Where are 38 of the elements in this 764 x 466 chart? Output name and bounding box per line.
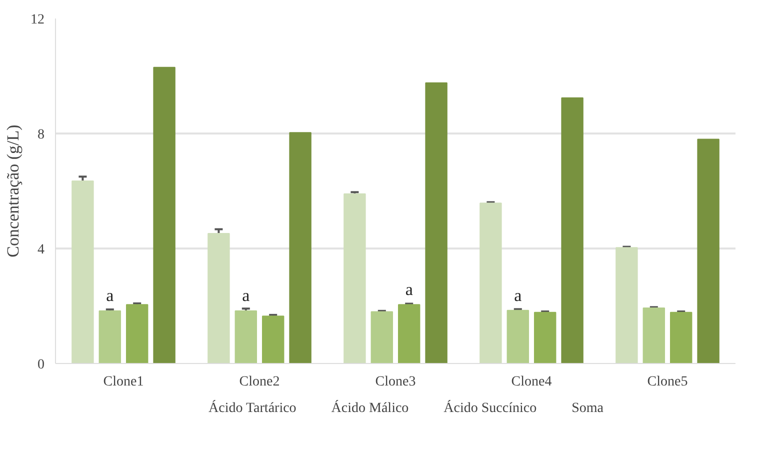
y-tick-label: 12 bbox=[30, 12, 44, 28]
text: Ácido Málico bbox=[331, 401, 409, 417]
bar bbox=[480, 202, 502, 364]
bar bbox=[697, 138, 720, 364]
x-tick-label: Clone4 bbox=[511, 374, 552, 390]
bar bbox=[425, 82, 448, 364]
bar bbox=[616, 247, 638, 364]
bar bbox=[561, 97, 584, 364]
y-tick-label: 4 bbox=[38, 242, 44, 258]
bar bbox=[534, 312, 556, 364]
annotation: a bbox=[106, 286, 114, 305]
bar bbox=[344, 193, 366, 364]
bar bbox=[262, 316, 284, 364]
annotation: a bbox=[514, 286, 522, 305]
annotation: a bbox=[242, 286, 250, 305]
y-axis-title: Concentração (g/L) bbox=[4, 124, 22, 258]
bar bbox=[642, 308, 666, 364]
bar bbox=[370, 311, 394, 364]
bar bbox=[98, 310, 122, 364]
bar bbox=[670, 312, 692, 364]
text: Ácido Tartárico bbox=[208, 401, 296, 417]
bar bbox=[208, 233, 230, 364]
x-tick-label: Clone2 bbox=[239, 374, 280, 390]
y-tick-label: 8 bbox=[38, 128, 44, 142]
x-tick-label: Clone3 bbox=[375, 374, 416, 390]
text: Soma bbox=[572, 401, 604, 417]
bar bbox=[506, 310, 530, 364]
annotation: a bbox=[405, 280, 414, 300]
bar bbox=[234, 310, 258, 364]
bar bbox=[72, 180, 94, 364]
x-tick-label: Clone1 bbox=[103, 374, 144, 390]
x-tick-label: Clone5 bbox=[647, 374, 688, 390]
bar bbox=[153, 66, 176, 364]
bar bbox=[398, 304, 420, 364]
bar bbox=[126, 304, 148, 364]
y-tick-label: 0 bbox=[38, 358, 44, 372]
text: Ácido Succínico bbox=[444, 401, 537, 417]
bar bbox=[289, 132, 312, 364]
